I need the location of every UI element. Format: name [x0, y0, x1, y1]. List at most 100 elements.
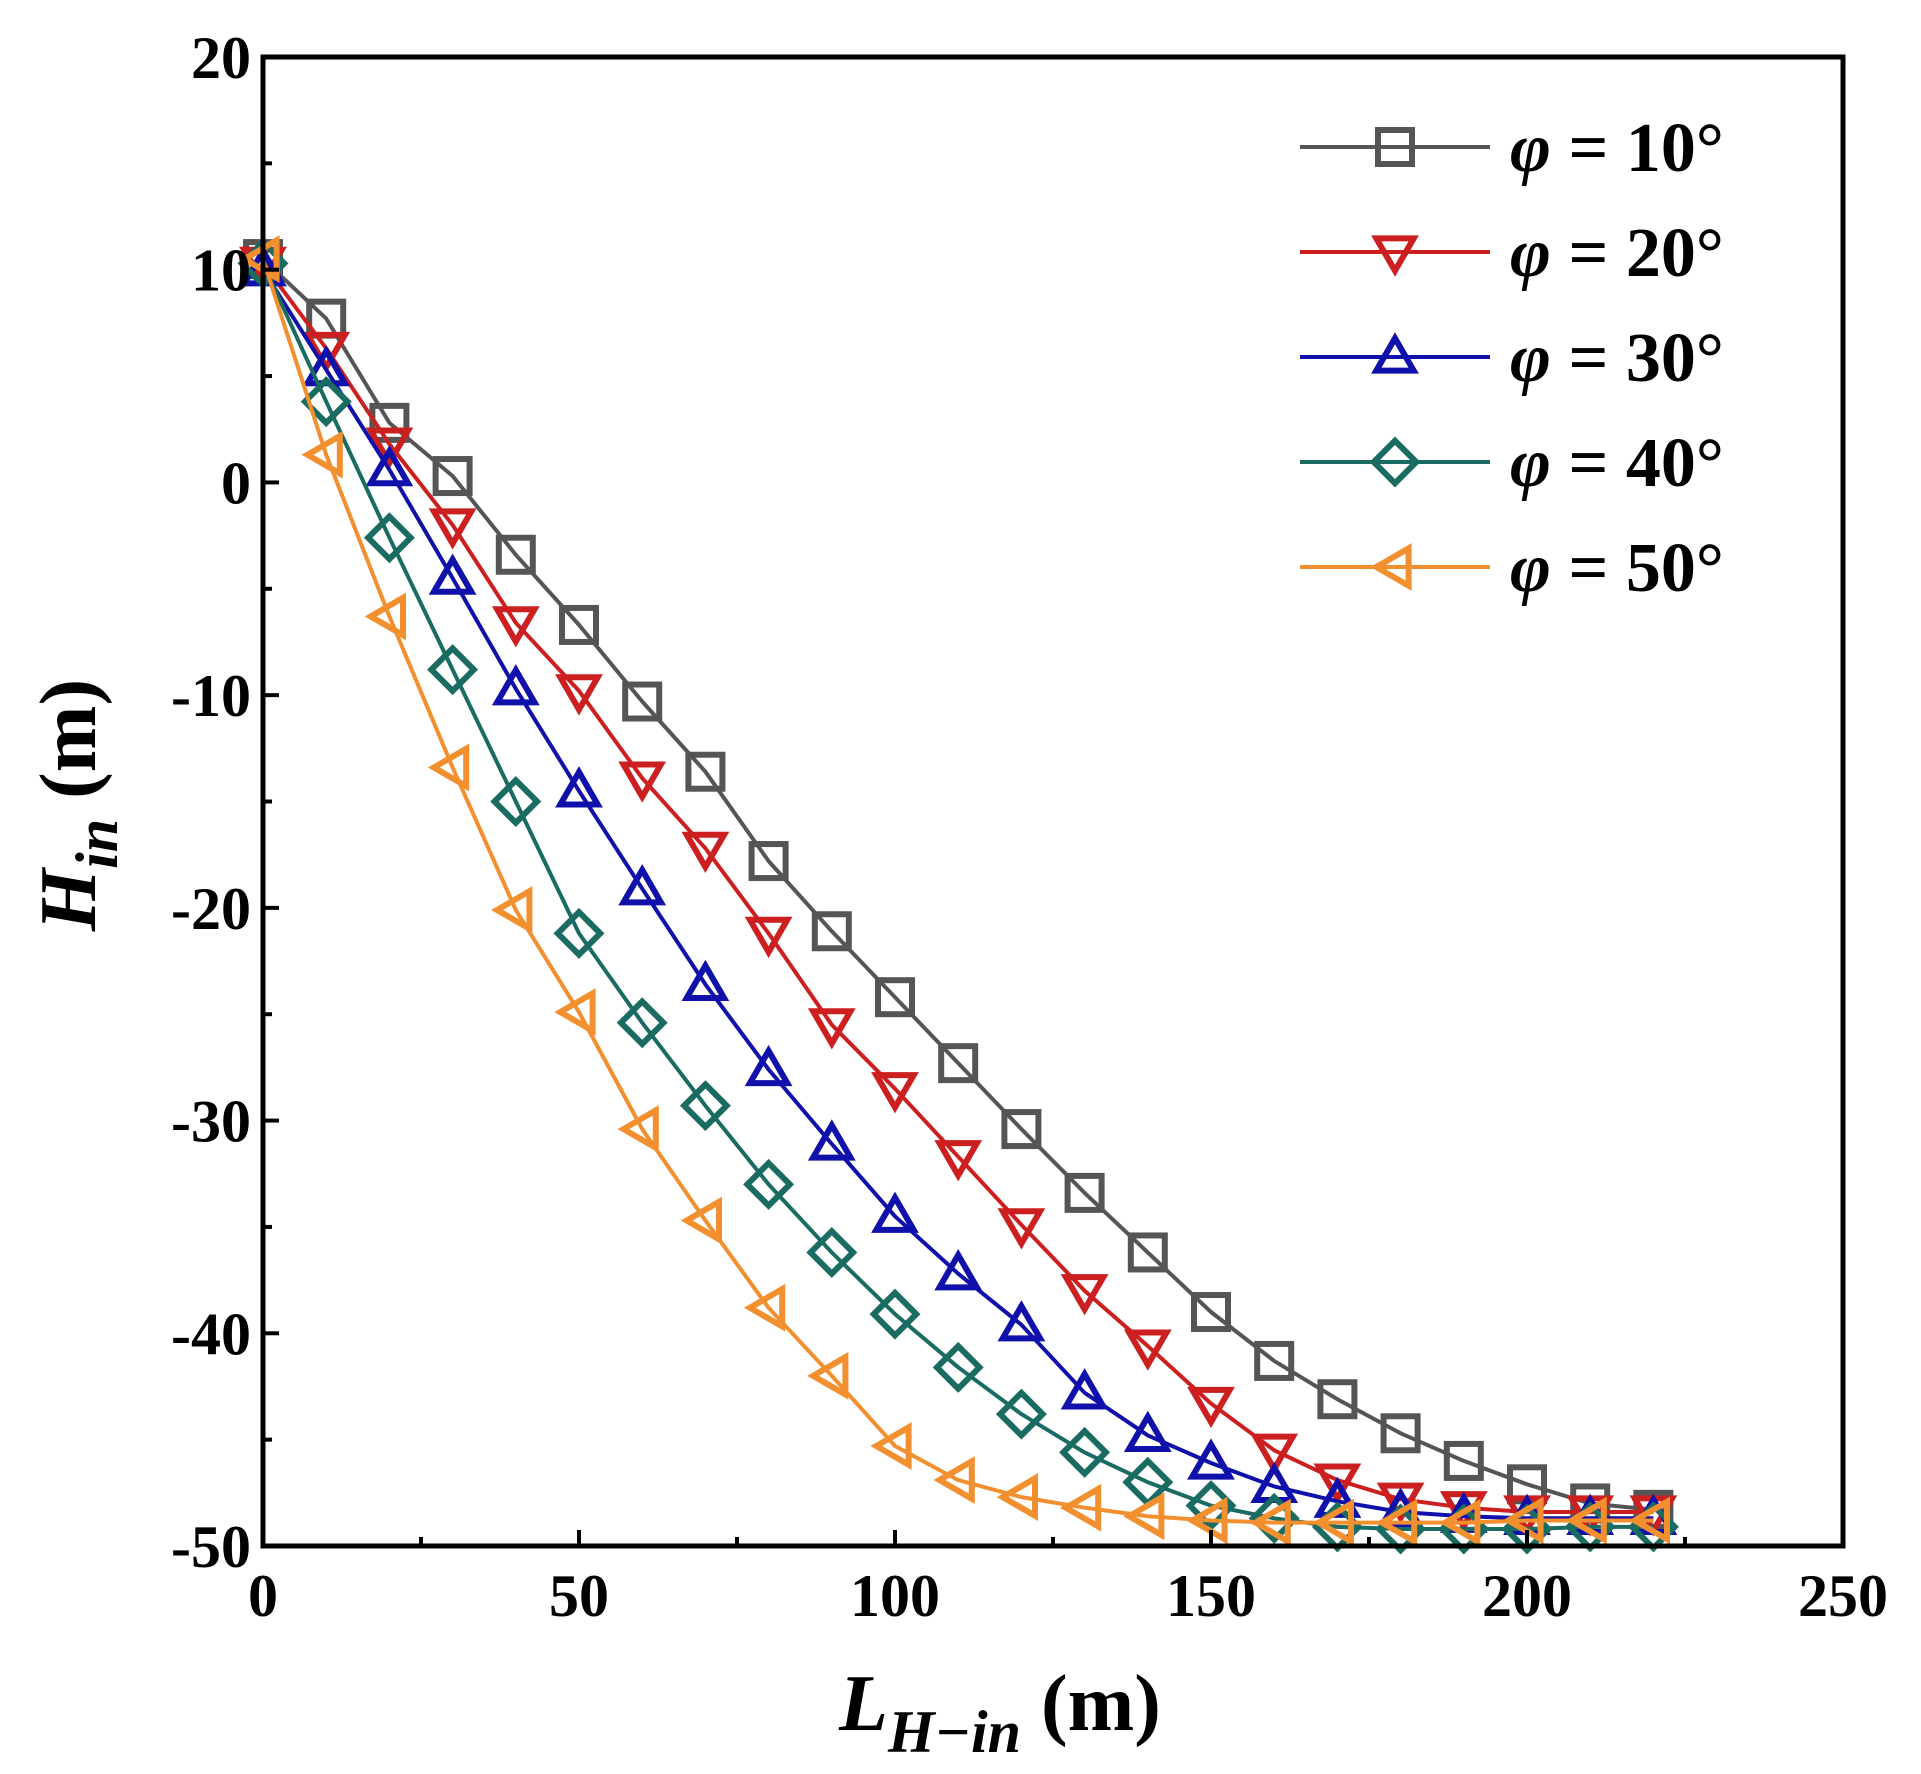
data-point — [1123, 1492, 1165, 1541]
legend-phi-symbol: φ — [1510, 215, 1551, 292]
data-point — [1254, 1340, 1295, 1381]
data-point — [932, 1341, 984, 1393]
legend-marker — [1369, 436, 1421, 488]
data-point — [1060, 1274, 1109, 1316]
legend-entry-1: φ = 10° — [1300, 110, 1724, 187]
data-point — [1249, 1498, 1291, 1547]
legend-value: = 10° — [1551, 110, 1724, 187]
legend-label: φ = 20° — [1510, 215, 1724, 292]
data-point — [1064, 1172, 1105, 1213]
data-point — [365, 427, 414, 469]
data-point — [875, 977, 915, 1018]
data-point — [1380, 1413, 1421, 1454]
data-point — [1187, 1438, 1235, 1480]
legend-value: = 40° — [1551, 425, 1724, 502]
data-point — [1127, 1232, 1168, 1273]
data-point — [364, 592, 406, 641]
legend-entry-3: φ = 30° — [1300, 320, 1724, 397]
legend-label: φ = 50° — [1510, 530, 1724, 607]
data-point — [428, 508, 477, 550]
data-point — [744, 916, 793, 959]
data-point — [870, 1422, 912, 1470]
data-point — [369, 402, 410, 443]
data-point — [744, 1044, 793, 1087]
legend-label: φ = 40° — [1510, 425, 1724, 502]
data-point — [748, 841, 789, 882]
y-axis-title: Hin (m) — [25, 679, 130, 932]
legend-marker — [1370, 543, 1412, 591]
data-point — [1191, 1292, 1231, 1333]
legend-entry-4: φ = 40° — [1300, 425, 1724, 502]
data-point — [1313, 1463, 1362, 1505]
y-tick-label: -40 — [171, 1301, 251, 1367]
data-point — [432, 456, 473, 497]
data-point — [1123, 1329, 1172, 1371]
data-point — [1502, 1496, 1544, 1545]
y-tick-label: -30 — [171, 1089, 251, 1155]
y-tick-label: 10 — [191, 238, 251, 304]
data-point — [1375, 1498, 1418, 1547]
data-point — [300, 376, 352, 428]
data-point — [997, 1300, 1046, 1342]
data-point — [1059, 1483, 1102, 1532]
data-point — [997, 1208, 1046, 1250]
data-point — [807, 1119, 856, 1161]
series-2 — [239, 246, 1678, 1537]
series-5 — [238, 235, 1670, 1547]
data-point — [1001, 1109, 1042, 1150]
data-point — [1250, 1433, 1299, 1475]
data-point — [616, 997, 668, 1049]
data-point — [238, 235, 280, 283]
data-point — [618, 761, 667, 803]
y-tick-label: -50 — [171, 1514, 251, 1580]
legend-entry-5: φ = 50° — [1300, 530, 1724, 607]
y-tick-label: -10 — [171, 663, 251, 729]
data-point — [679, 1080, 731, 1132]
series-layer — [237, 235, 1679, 1555]
x-axis-title-main: L — [838, 1660, 888, 1748]
data-point — [1187, 1386, 1235, 1429]
x-tick-label: 150 — [1166, 1563, 1256, 1629]
data-point — [869, 1288, 921, 1340]
data-point — [1312, 1498, 1354, 1547]
legend-value: = 30° — [1551, 320, 1724, 397]
y-axis-title-main: H — [25, 866, 113, 932]
data-point — [365, 444, 414, 487]
data-point — [681, 831, 730, 873]
legend: φ = 10°φ = 20°φ = 30°φ = 40°φ = 50° — [1300, 110, 1724, 607]
data-point — [554, 988, 596, 1036]
legend-phi-symbol: φ — [1510, 320, 1551, 397]
data-point — [491, 664, 540, 706]
x-tick-label: 100 — [850, 1563, 940, 1629]
legend-marker — [1375, 127, 1415, 167]
x-tick-label: 0 — [248, 1563, 278, 1629]
data-point — [1565, 1496, 1607, 1545]
data-point — [301, 430, 343, 479]
data-point — [1060, 1368, 1109, 1410]
data-point — [806, 1226, 858, 1278]
data-point — [553, 907, 605, 959]
x-axis-title: LH−in (m) — [838, 1660, 1161, 1765]
legend-phi-symbol: φ — [1510, 110, 1551, 187]
data-point — [427, 644, 479, 696]
data-point — [807, 1008, 856, 1050]
data-point — [622, 681, 663, 722]
x-tick-label: 200 — [1482, 1563, 1572, 1629]
data-point — [363, 512, 415, 564]
legend-marker — [1371, 332, 1419, 374]
data-point — [743, 1158, 795, 1210]
data-point — [1628, 1496, 1670, 1545]
series-line-2 — [261, 262, 1654, 1514]
data-point — [1376, 1482, 1425, 1524]
data-point — [302, 331, 351, 374]
data-point — [995, 1388, 1047, 1440]
legend-label: φ = 30° — [1510, 320, 1724, 397]
data-point — [1317, 1379, 1358, 1420]
data-point — [1186, 1496, 1228, 1545]
data-point — [933, 1456, 975, 1504]
y-axis-title-unit: (m) — [25, 679, 113, 799]
data-point — [617, 1105, 659, 1153]
data-point — [1123, 1410, 1172, 1452]
